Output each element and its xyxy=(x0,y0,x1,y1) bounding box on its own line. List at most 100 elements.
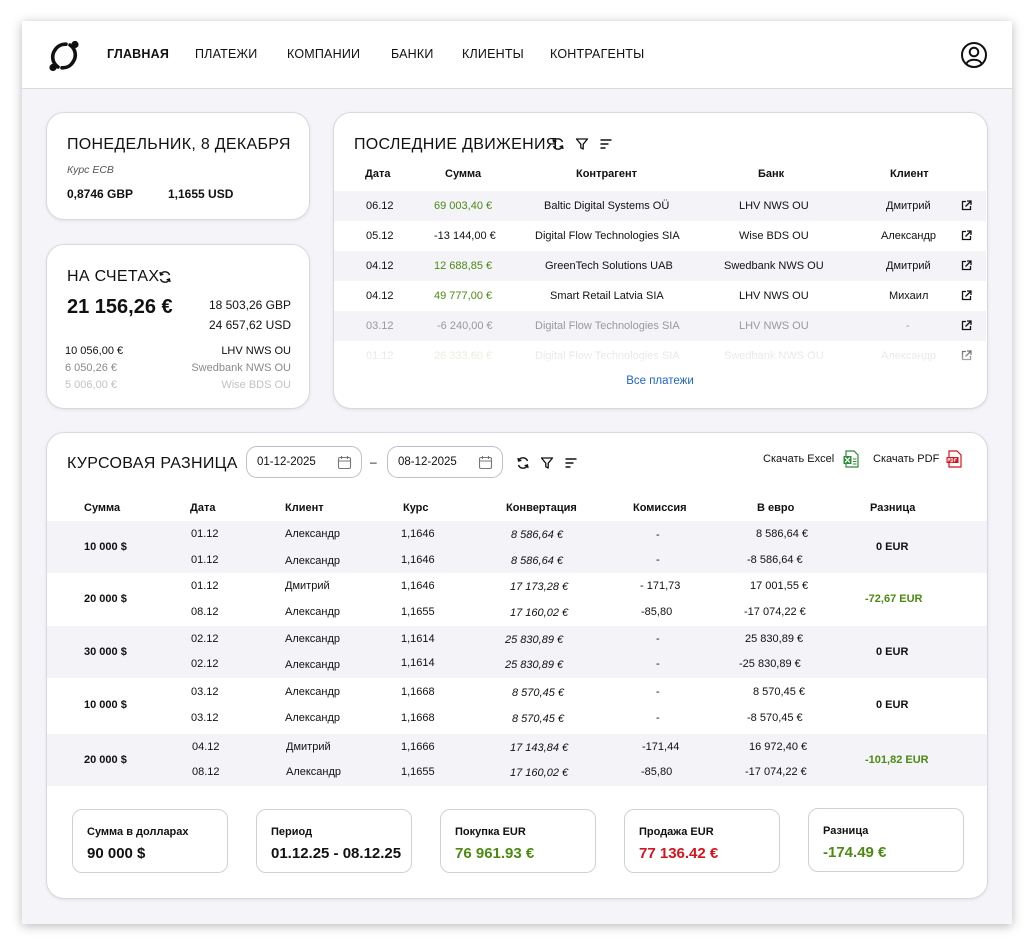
table-row[interactable]: 06.12 69 003,40 € Baltic Digital Systems… xyxy=(334,191,986,221)
exchange-group: 20 000 $ 04.12 Дмитрий 1,1666 17 143,84 … xyxy=(47,734,987,786)
cell-date: 08.12 xyxy=(192,766,220,778)
download-pdf-button[interactable]: Скачать PDF xyxy=(873,453,940,465)
calendar-icon[interactable] xyxy=(478,455,493,470)
cell-date: 02.12 xyxy=(191,633,219,645)
nav-item-banks[interactable]: БАНКИ xyxy=(391,47,434,61)
refresh-icon[interactable] xyxy=(551,137,567,153)
cell-fee: -171,44 xyxy=(642,741,680,753)
summary-usd-total: Сумма в долларах 90 000 $ xyxy=(72,809,228,873)
cell-date: 01.12 xyxy=(191,528,219,540)
cell-eur: 17 001,55 € xyxy=(750,580,809,592)
summary-label: Разница xyxy=(823,825,869,837)
cell-date: 03.12 xyxy=(366,320,394,332)
cell-eur: 25 830,89 € xyxy=(745,633,804,645)
cell-client: Александр xyxy=(285,555,341,567)
cell-counterparty: Digital Flow Technologies SIA xyxy=(535,320,680,332)
cell-bank: LHV NWS OU xyxy=(739,290,809,302)
user-icon[interactable] xyxy=(960,41,988,69)
filter-icon[interactable] xyxy=(575,137,591,153)
cell-client: Дмитрий xyxy=(286,741,331,753)
sort-icon[interactable] xyxy=(564,456,580,472)
cell-rate: 1,1614 xyxy=(401,633,435,645)
col-bank: Банк xyxy=(758,168,785,180)
all-payments-link[interactable]: Все платежи xyxy=(626,375,694,387)
cell-bank: LHV NWS OU xyxy=(739,200,809,212)
cell-date: 05.12 xyxy=(366,230,394,242)
cell-conversion: 17 160,02 € xyxy=(510,767,569,779)
sort-icon[interactable] xyxy=(599,137,615,153)
table-row[interactable]: 01.12 26 333,60 € Digital Flow Technolog… xyxy=(334,341,986,371)
refresh-icon[interactable] xyxy=(158,270,174,286)
cell-date: 04.12 xyxy=(192,741,220,753)
summary-label: Сумма в долларах xyxy=(87,826,189,838)
table-row[interactable]: 04.12 49 777,00 € Smart Retail Latvia SI… xyxy=(334,281,986,311)
nav-item-clients[interactable]: КЛИЕНТЫ xyxy=(462,47,524,61)
cell-counterparty: Digital Flow Technologies SIA xyxy=(535,350,680,362)
cell-client: Михаил xyxy=(889,290,929,302)
cell-client: Дмитрий xyxy=(886,260,931,272)
rate-label: Курс ECB xyxy=(67,164,114,176)
table-row[interactable]: 04.12 12 688,85 € GreenTech Solutions UA… xyxy=(334,251,986,281)
cell-counterparty: Digital Flow Technologies SIA xyxy=(535,230,680,242)
col-fee: Комиссия xyxy=(633,502,687,514)
table-row[interactable]: 03.12 -6 240,00 € Digital Flow Technolog… xyxy=(334,311,986,341)
cell-fee: -85,80 xyxy=(641,606,673,618)
group-diff: -101,82 EUR xyxy=(865,754,929,766)
exchange-group: 10 000 $ 03.12 Александр 1,1668 8 570,45… xyxy=(47,679,987,731)
summary-eur-buy: Покупка EUR 76 961.93 € xyxy=(440,809,596,873)
group-sum: 10 000 $ xyxy=(84,541,127,553)
cell-fee: - xyxy=(656,554,660,566)
summary-value: 77 136.42 € xyxy=(639,845,719,862)
col-counterparty: Контрагент xyxy=(576,168,638,180)
group-diff: -72,67 EUR xyxy=(865,593,923,605)
cell-bank: Swedbank NWS OU xyxy=(724,260,824,272)
external-link-icon[interactable] xyxy=(961,200,972,211)
nav-item-payments[interactable]: ПЛАТЕЖИ xyxy=(195,47,258,61)
cell-fee: - xyxy=(656,658,660,670)
external-link-icon[interactable] xyxy=(961,260,972,271)
external-link-icon[interactable] xyxy=(961,320,972,331)
nav-item-counterparties[interactable]: КОНТРАГЕНТЫ xyxy=(550,47,645,61)
cell-rate: 1,1668 xyxy=(401,712,435,724)
refresh-icon[interactable] xyxy=(516,456,532,472)
date-from-value: 01-12-2025 xyxy=(257,456,316,468)
logo-icon[interactable] xyxy=(46,38,82,74)
nav-item-home[interactable]: ГЛАВНАЯ xyxy=(107,47,170,61)
cell-client: Александр xyxy=(286,766,342,778)
app-window: ГЛАВНАЯ ПЛАТЕЖИ КОМПАНИИ БАНКИ КЛИЕНТЫ К… xyxy=(22,21,1012,924)
col-rate: Курс xyxy=(403,502,429,514)
excel-icon[interactable] xyxy=(843,450,859,468)
pdf-icon[interactable] xyxy=(946,450,962,468)
group-diff: 0 EUR xyxy=(876,699,909,711)
external-link-icon[interactable] xyxy=(961,230,972,241)
group-sum: 20 000 $ xyxy=(84,593,127,605)
cell-date: 02.12 xyxy=(191,658,219,670)
external-link-icon[interactable] xyxy=(961,290,972,301)
date-to-input[interactable]: 08-12-2025 xyxy=(387,446,503,478)
cell-counterparty: Baltic Digital Systems OÜ xyxy=(544,200,670,212)
exchange-diff-card: КУРСОВАЯ РАЗНИЦА 01-12-2025 – 08-12-2025… xyxy=(46,432,988,899)
cell-counterparty: GreenTech Solutions UAB xyxy=(545,260,673,272)
calendar-icon[interactable] xyxy=(337,455,352,470)
cell-eur: 16 972,40 € xyxy=(749,741,808,753)
cell-rate: 1,1666 xyxy=(401,741,435,753)
external-link-icon[interactable] xyxy=(961,350,972,361)
nav-item-companies[interactable]: КОМПАНИИ xyxy=(287,47,361,61)
exchange-group: 20 000 $ 01.12 Дмитрий 1,1646 17 173,28 … xyxy=(47,573,987,625)
col-sum: Сумма xyxy=(84,502,121,514)
cell-date: 06.12 xyxy=(366,200,394,212)
cell-amount: -13 144,00 € xyxy=(434,230,496,242)
account-amount: 6 050,26 € xyxy=(65,362,117,374)
group-sum: 10 000 $ xyxy=(84,699,127,711)
movements-title: ПОСЛЕДНИЕ ДВИЖЕНИЯ xyxy=(354,136,558,153)
cell-rate: 1,1655 xyxy=(401,766,435,778)
date-from-input[interactable]: 01-12-2025 xyxy=(246,446,362,478)
rate-gbp: 0,8746 GBP xyxy=(67,187,134,201)
cell-bank: LHV NWS OU xyxy=(739,320,809,332)
summary-value: 90 000 $ xyxy=(87,845,146,862)
download-excel-button[interactable]: Скачать Excel xyxy=(763,453,835,465)
summary-value: 76 961.93 € xyxy=(455,845,535,862)
filter-icon[interactable] xyxy=(540,456,556,472)
table-row[interactable]: 05.12 -13 144,00 € Digital Flow Technolo… xyxy=(334,221,986,251)
col-client: Клиент xyxy=(890,168,929,180)
